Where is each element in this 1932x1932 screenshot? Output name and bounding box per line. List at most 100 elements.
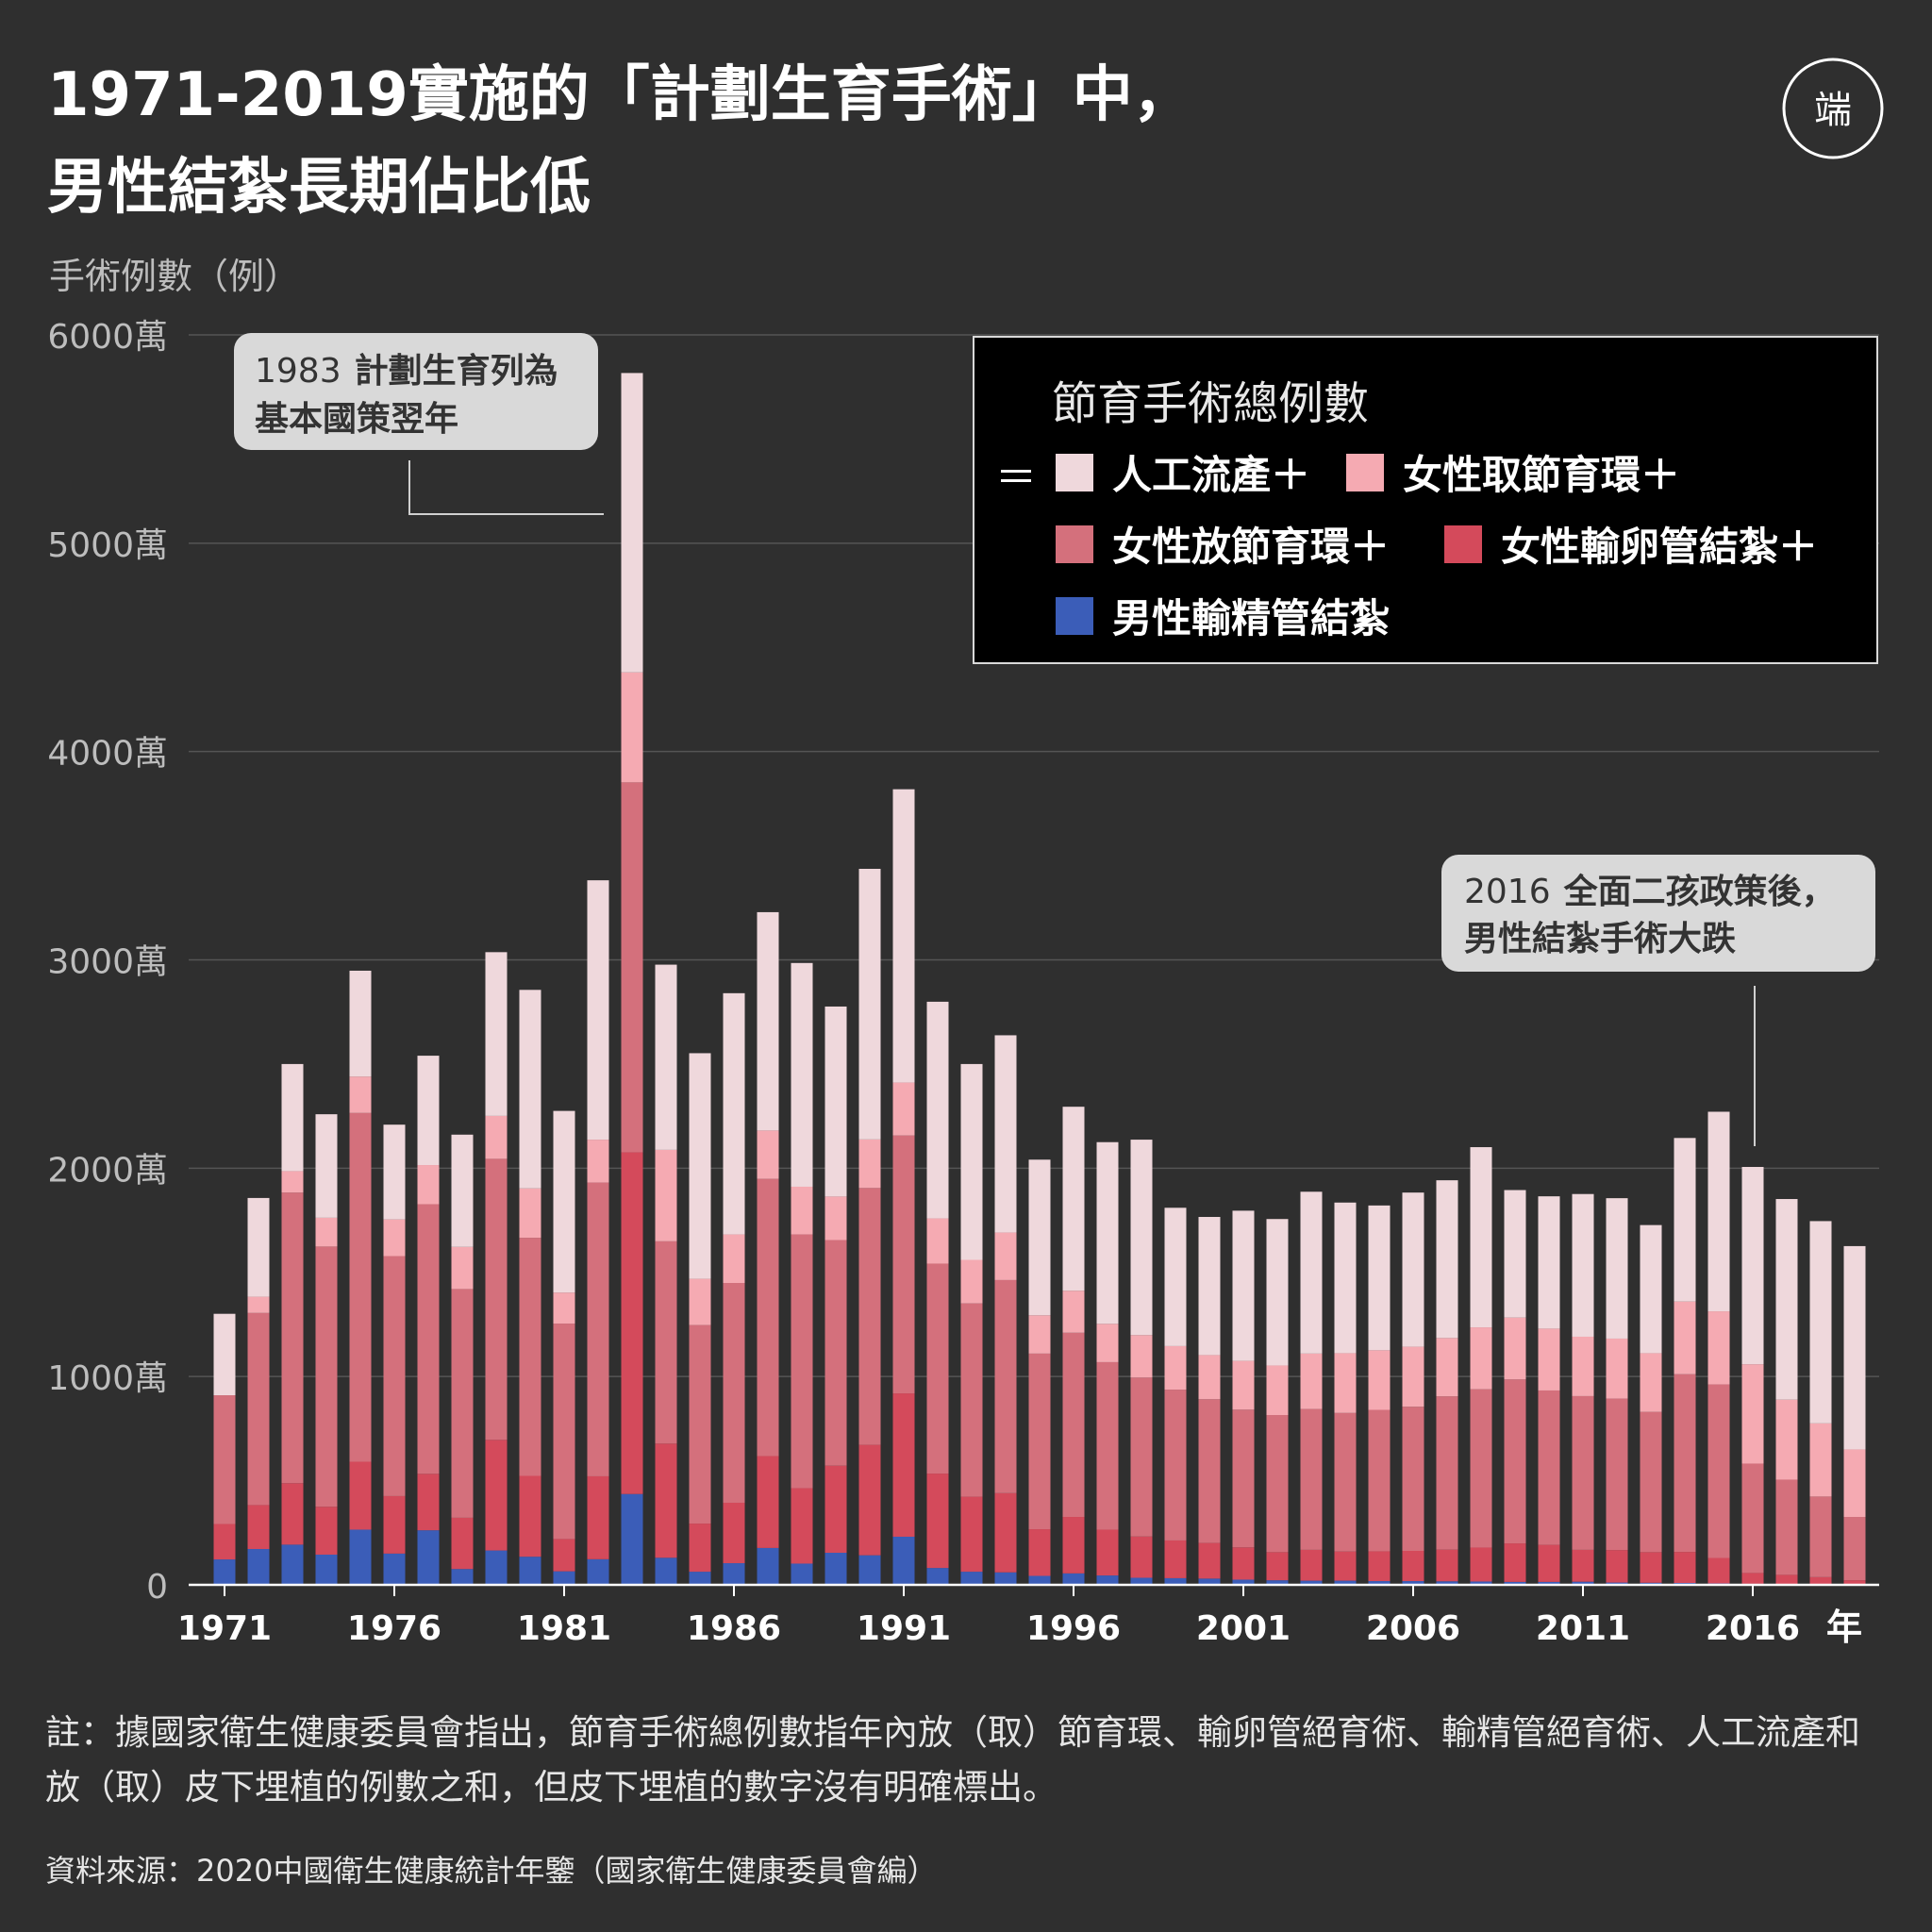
axes-layer: 1971 1976 1981 1986 1991 1996 2001 2006 2011 2016…: [177, 1583, 1879, 1648]
bar-segment-tubal_ligation-1999: [1164, 1540, 1187, 1578]
bar-segment-abortion-2019: [1843, 1245, 1866, 1450]
bar-segment-tubal_ligation-2007: [1436, 1549, 1458, 1582]
bar-segment-iud_insertion-2012: [1606, 1398, 1628, 1551]
bar-segment-iud_removal-2016: [1741, 1364, 1764, 1464]
bar-segment-abortion-1995: [1028, 1159, 1051, 1316]
bar-segment-vasectomy-1992: [926, 1568, 949, 1585]
bar-segment-vasectomy-2003: [1300, 1580, 1323, 1585]
annotation-1983-box: [234, 333, 598, 450]
bar-segment-abortion-1971: [213, 1313, 236, 1396]
legend-equals: ＝: [995, 454, 1037, 502]
bar-segment-vasectomy-1981: [553, 1571, 575, 1585]
bar-segment-abortion-1986: [723, 992, 745, 1235]
bar-segment-iud_insertion-1995: [1028, 1353, 1051, 1530]
bar-segment-iud_removal-1993: [960, 1259, 983, 1304]
legend-swatch-abortion: [1056, 453, 1093, 491]
legend-label-abortion: 人工流產＋: [1112, 452, 1311, 498]
bar-segment-tubal_ligation-2002: [1266, 1552, 1289, 1581]
bar-segment-abortion-1993: [960, 1063, 983, 1260]
bar-segment-tubal_ligation-2013: [1640, 1552, 1662, 1583]
bar-segment-iud_insertion-1984: [655, 1241, 677, 1444]
bar-segment-abortion-1998: [1130, 1140, 1153, 1336]
bar-segment-vasectomy-2011: [1572, 1581, 1594, 1585]
bar-segment-abortion-1994: [994, 1035, 1017, 1233]
bar-segment-iud_removal-1972: [247, 1296, 270, 1313]
bar-segment-tubal_ligation-1976: [383, 1495, 406, 1554]
x-axis-label: 年: [1826, 1607, 1862, 1648]
bar-segment-vasectomy-2001: [1232, 1579, 1255, 1585]
bar-segment-iud_insertion-1990: [858, 1188, 881, 1445]
bar-segment-iud_removal-1984: [655, 1149, 677, 1241]
bar-segment-abortion-2001: [1232, 1210, 1255, 1361]
bar-segment-iud_removal-2004: [1334, 1353, 1357, 1413]
y-tick-label: 3000萬: [47, 943, 168, 982]
legend-swatch-iud-insertion: [1056, 525, 1093, 563]
bar-segment-vasectomy-1991: [892, 1536, 915, 1585]
bar-segment-iud_removal-2005: [1368, 1350, 1391, 1410]
bar-segment-iud_removal-1982: [587, 1140, 609, 1183]
annotations-layer: 1983 計劃生育列為 基本國策翌年 2016 全面二孩政策後， 男性結紮手術大跌: [234, 333, 1875, 1146]
bar-segment-iud_removal-2013: [1640, 1353, 1662, 1412]
bar-segment-vasectomy-1995: [1028, 1575, 1051, 1585]
bar-segment-iud_removal-2015: [1707, 1311, 1730, 1385]
legend-title: 節育手術總例數: [1052, 377, 1370, 430]
bar-segment-iud_removal-1977: [417, 1165, 440, 1205]
y-tick-label: 0: [146, 1568, 168, 1607]
bar-segment-iud_removal-1980: [519, 1188, 541, 1239]
bar-segment-abortion-2012: [1606, 1198, 1628, 1339]
y-tick-label: 2000萬: [47, 1151, 168, 1190]
legend-item-iud-insertion: 女性放節育環＋: [1056, 515, 1390, 573]
legend-item-iud-removal: 女性取節育環＋: [1346, 443, 1680, 501]
y-tick-label: 1000萬: [47, 1359, 168, 1398]
bar-segment-abortion-1992: [926, 1001, 949, 1219]
bar-segment-abortion-1991: [892, 789, 915, 1083]
bar-segment-abortion-1978: [451, 1134, 474, 1247]
bar-segment-iud_insertion-1977: [417, 1204, 440, 1474]
legend-item-vasectomy: 男性輸精管結紮: [1056, 587, 1390, 644]
bar-segment-vasectomy-1994: [994, 1572, 1017, 1585]
bar-segment-vasectomy-1978: [451, 1569, 474, 1585]
bar-segment-iud_removal-1976: [383, 1219, 406, 1257]
bar-segment-abortion-1997: [1096, 1141, 1119, 1324]
bar-segment-iud_insertion-2001: [1232, 1409, 1255, 1548]
bar-segment-iud_removal-1990: [858, 1139, 881, 1189]
bar-segment-tubal_ligation-1986: [723, 1502, 745, 1564]
legend-swatch-tubal-ligation: [1444, 525, 1482, 563]
bar-segment-tubal_ligation-1988: [791, 1488, 813, 1564]
bar-segment-iud_insertion-2004: [1334, 1412, 1357, 1552]
bar-segment-iud_insertion-2015: [1707, 1384, 1730, 1558]
bar-segment-iud_removal-2000: [1198, 1355, 1221, 1400]
bar-segment-vasectomy-1971: [213, 1559, 236, 1585]
x-tick-label: 1976: [347, 1609, 441, 1648]
annotation-1983-leader: [408, 460, 604, 515]
bar-segment-iud_removal-2008: [1470, 1327, 1492, 1390]
bar-segment-iud_insertion-1978: [451, 1289, 474, 1518]
bar-segment-vasectomy-1977: [417, 1530, 440, 1585]
bar-segment-vasectomy-1996: [1062, 1573, 1085, 1585]
bar-segment-iud_removal-1978: [451, 1246, 474, 1290]
bar-segment-tubal_ligation-2000: [1198, 1542, 1221, 1579]
bar-segment-iud_insertion-2016: [1741, 1463, 1764, 1574]
bar-segment-iud_removal-2014: [1674, 1301, 1696, 1374]
bar-segment-tubal_ligation-2009: [1504, 1543, 1526, 1582]
annotation-1983-bold: 計劃生育列為: [355, 352, 558, 391]
bar-segment-iud_removal-2018: [1809, 1423, 1832, 1497]
bar-segment-abortion-2014: [1674, 1138, 1696, 1302]
bar-segment-iud_insertion-1989: [824, 1240, 847, 1466]
bar-segment-iud_removal-1999: [1164, 1345, 1187, 1391]
bar-segment-iud_insertion-1971: [213, 1395, 236, 1524]
bar-segment-tubal_ligation-1994: [994, 1492, 1017, 1573]
bar-segment-abortion-1987: [757, 911, 779, 1131]
bar-segment-iud_insertion-1981: [553, 1324, 575, 1540]
bar-segment-iud_insertion-2018: [1809, 1496, 1832, 1577]
bar-segment-iud_removal-2007: [1436, 1338, 1458, 1397]
bar-segment-iud_removal-1989: [824, 1196, 847, 1241]
bar-segment-iud_insertion-1993: [960, 1303, 983, 1497]
chart-title-line2: 男性結紮長期佔比低: [47, 153, 591, 223]
bar-segment-tubal_ligation-1980: [519, 1475, 541, 1557]
legend-item-tubal-ligation: 女性輸卵管結紮＋: [1444, 515, 1818, 573]
bar-segment-iud_insertion-1973: [281, 1192, 304, 1484]
annotation-2016-bold: 全面二孩政策後，: [1563, 872, 1836, 911]
bar-segment-vasectomy-1974: [315, 1554, 338, 1585]
bar-segment-abortion-1983: [621, 373, 643, 673]
